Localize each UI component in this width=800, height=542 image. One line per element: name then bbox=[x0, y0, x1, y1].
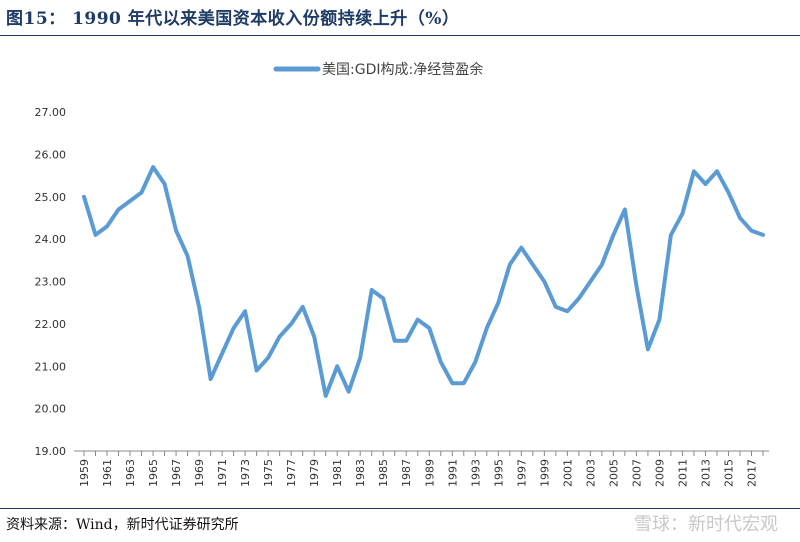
y-tick-label: 20.00 bbox=[35, 403, 67, 416]
x-tick-label: 1979 bbox=[308, 459, 321, 487]
x-tick-label: 1999 bbox=[538, 459, 551, 487]
x-tick-label: 2007 bbox=[630, 459, 643, 487]
x-tick-label: 1963 bbox=[124, 459, 137, 487]
title-divider bbox=[0, 35, 800, 36]
x-tick-label: 1981 bbox=[331, 459, 344, 487]
x-tick-label: 2003 bbox=[584, 459, 597, 487]
x-tick-label: 1993 bbox=[469, 459, 482, 487]
x-tick-label: 1995 bbox=[492, 459, 505, 487]
y-tick-label: 19.00 bbox=[35, 445, 67, 458]
x-tick-label: 1977 bbox=[285, 459, 298, 487]
y-tick-label: 27.00 bbox=[35, 106, 67, 119]
x-tick-label: 1965 bbox=[147, 459, 160, 487]
x-tick-label: 1973 bbox=[239, 459, 252, 487]
figure-title: 图15： 1990 年代以来美国资本收入份额持续上升（%） bbox=[6, 9, 460, 29]
y-tick-label: 21.00 bbox=[35, 360, 67, 373]
legend-label: 美国:GDI构成:净经营盈余 bbox=[322, 61, 483, 78]
x-tick-label: 1983 bbox=[354, 459, 367, 487]
y-tick-label: 22.00 bbox=[35, 318, 67, 331]
y-tick-label: 26.00 bbox=[35, 148, 67, 161]
series-line-net-operating-surplus bbox=[82, 165, 765, 398]
x-tick-label: 1961 bbox=[101, 459, 114, 487]
x-tick-label: 1985 bbox=[377, 459, 390, 487]
y-tick-label: 23.00 bbox=[35, 276, 67, 289]
x-tick-label: 2001 bbox=[561, 459, 574, 487]
x-tick-label: 2015 bbox=[722, 459, 735, 487]
x-tick-label: 1997 bbox=[515, 459, 528, 487]
x-tick-label: 2009 bbox=[653, 459, 666, 487]
x-tick-label: 1971 bbox=[216, 459, 229, 487]
source-note: 资料来源：Wind，新时代证券研究所 bbox=[6, 517, 239, 533]
x-tick-label: 2011 bbox=[676, 459, 689, 487]
series-group bbox=[82, 165, 765, 398]
y-tick-label: 24.00 bbox=[35, 233, 67, 246]
x-tick-label: 1991 bbox=[446, 459, 459, 487]
watermark: 雪球：新时代宏观 bbox=[634, 514, 778, 535]
x-tick-label: 1959 bbox=[78, 459, 91, 487]
x-tick-label: 1975 bbox=[262, 459, 275, 487]
y-axis: 19.00 20.00 21.00 22.00 23.00 24.00 25.00 26.00… bbox=[35, 106, 67, 458]
chart-legend: 美国:GDI构成:净经营盈余 bbox=[273, 61, 483, 78]
x-tick-label: 1967 bbox=[170, 459, 183, 487]
y-tick-label: 25.00 bbox=[35, 191, 67, 204]
source-divider bbox=[0, 508, 800, 509]
x-tick-label: 1989 bbox=[423, 459, 436, 487]
x-tick-label: 1987 bbox=[400, 459, 413, 487]
line-chart: 美国:GDI构成:净经营盈余 19.00 20.00 21.00 22.00 23.00… bbox=[35, 61, 769, 487]
x-tick-label: 2017 bbox=[745, 459, 758, 487]
x-tick-label: 2005 bbox=[607, 459, 620, 487]
x-tick-label: 2013 bbox=[699, 459, 712, 487]
x-tick-label: 1969 bbox=[193, 459, 206, 487]
x-axis: 1959 1961 1963 1965 1967 1969 1971 1973 1975 1977… bbox=[74, 450, 769, 487]
